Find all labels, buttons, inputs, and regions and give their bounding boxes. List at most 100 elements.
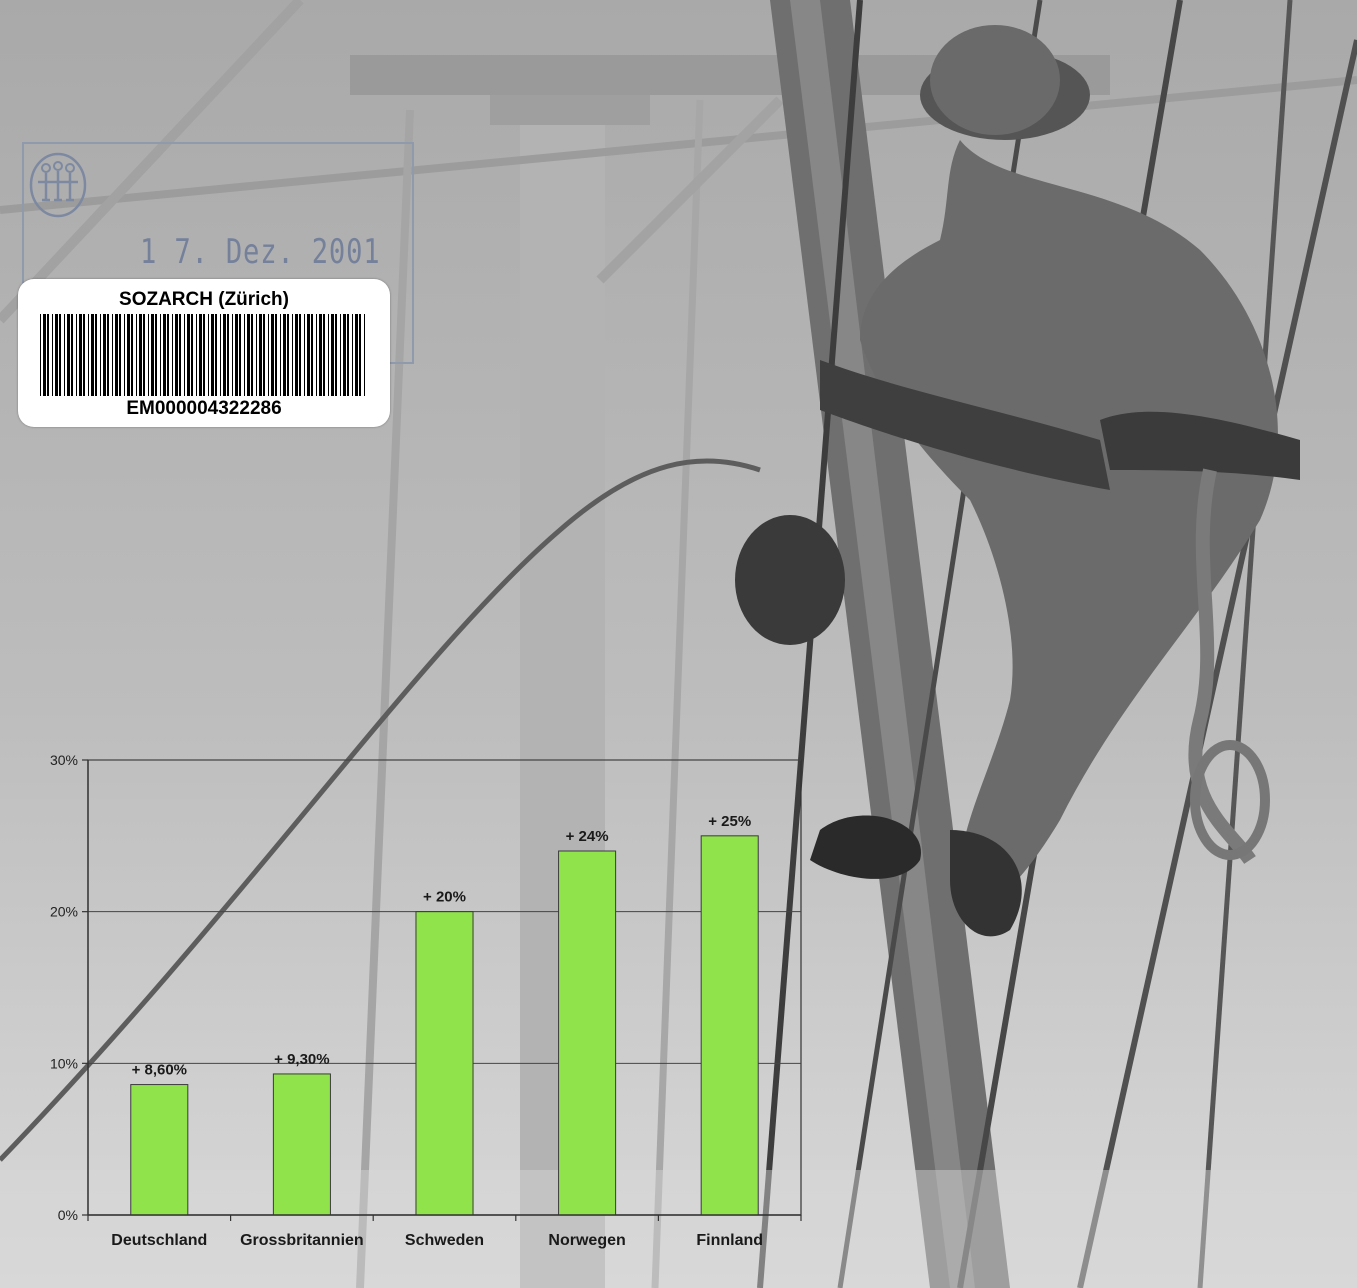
barcode-bar [232,314,233,396]
barcode-bar [311,314,313,396]
barcode-bar [256,314,257,396]
barcode-bar [275,314,277,396]
barcode-bar [187,314,190,396]
barcode-bar [91,314,94,396]
barcode-bar [95,314,97,396]
barcode-bar [299,314,301,396]
stamp-date: 1 7. Dez. 2001 [140,232,381,272]
barcode-bar [220,314,221,396]
barcode-bar [40,314,41,396]
barcode-bar [208,314,209,396]
barcode-bar [67,314,70,396]
bar-finnland [700,835,759,1216]
barcode-bar [191,314,193,396]
data-label: + 24% [566,828,609,845]
data-labels: + 8,60% + 9,30% + 20% + 24% + 25% [132,813,752,1079]
barcode-bar [340,314,341,396]
x-tick-label: Schweden [405,1232,484,1249]
barcode-bar [292,314,293,396]
barcode-bar [223,314,226,396]
barcode-bar [328,314,329,396]
barcode-bar [79,314,82,396]
barcode-bar [131,314,133,396]
barcode-bar [251,314,253,396]
barcode-bar [47,314,49,396]
bar-deutschland [130,1084,189,1216]
y-tick-label: 10% [50,1055,78,1071]
barcode-bar [203,314,205,396]
y-axis: 0% 10% 20% 30% [50,752,89,1223]
barcode-bar [235,314,238,396]
barcode-bar [55,314,58,396]
barcode-bar [263,314,265,396]
archive-barcode-label: SOZARCH (Zürich) EM000004322286 [18,279,390,427]
barcode-bar [112,314,113,396]
barcode-bar [323,314,325,396]
x-tick-label: Deutschland [111,1232,207,1249]
barcode-bar [280,314,281,396]
data-label: + 25% [708,813,751,830]
barcode-bar [316,314,317,396]
barcode-bar [160,314,161,396]
barcode-bar [148,314,149,396]
barcode-bar [215,314,217,396]
barcode-bar [307,314,310,396]
y-tick-label: 20% [50,904,78,920]
barcode-bar [167,314,169,396]
barcode-bar [127,314,130,396]
y-tick-label: 30% [50,752,78,768]
barcode-bar [247,314,250,396]
barcode-bar [287,314,289,396]
barcode-bar [196,314,197,396]
barcode-bar [295,314,298,396]
barcode-icon [40,314,365,396]
x-tick-label: Finnland [696,1232,763,1249]
data-label: + 9,30% [274,1051,329,1068]
barcode-bar [271,314,274,396]
barcode-bar [88,314,89,396]
barcode-bar [151,314,154,396]
barcode-bar [319,314,322,396]
barcode-bar [52,314,53,396]
barcode-bar [175,314,178,396]
barcode-bar [179,314,181,396]
bars [130,835,759,1216]
barcode-bar [83,314,85,396]
x-tick-label: Grossbritannien [240,1232,364,1249]
bar-norwegen [558,850,617,1216]
data-label: + 20% [423,889,466,906]
y-tick-label: 0% [58,1207,78,1223]
barcode-bar [343,314,346,396]
bar-chart: 0% 10% 20% 30% Deutschland Grossbritannien Sc… [50,752,802,1249]
barcode-bar [347,314,349,396]
barcode-bar [239,314,241,396]
barcode-bar [100,314,101,396]
bar-schweden [415,911,474,1216]
barcode-bar [139,314,142,396]
x-axis: Deutschland Grossbritannien Schweden Norweg… [87,1214,802,1249]
barcode-bar [119,314,121,396]
barcode-bar [163,314,166,396]
barcode-bar [335,314,337,396]
barcode-bar [124,314,125,396]
barcode-bar [43,314,46,396]
barcode-bar [364,314,365,396]
barcode-bar [227,314,229,396]
barcode-bar [199,314,202,396]
barcode-bar [352,314,353,396]
label-institution: SOZARCH (Zürich) [119,289,289,310]
archive-figures-logo-icon [29,152,87,218]
barcode-bar [172,314,173,396]
data-label: + 8,60% [132,1062,187,1079]
barcode-bar [304,314,305,396]
barcode-bar [359,314,361,396]
barcode-bar [115,314,118,396]
barcode-bar [184,314,185,396]
barcode-bar [268,314,269,396]
x-tick-label: Norwegen [548,1232,625,1249]
barcode-bar [155,314,157,396]
bar-grossbritannien [272,1073,331,1216]
barcode-bar [64,314,65,396]
barcode-bar [76,314,77,396]
